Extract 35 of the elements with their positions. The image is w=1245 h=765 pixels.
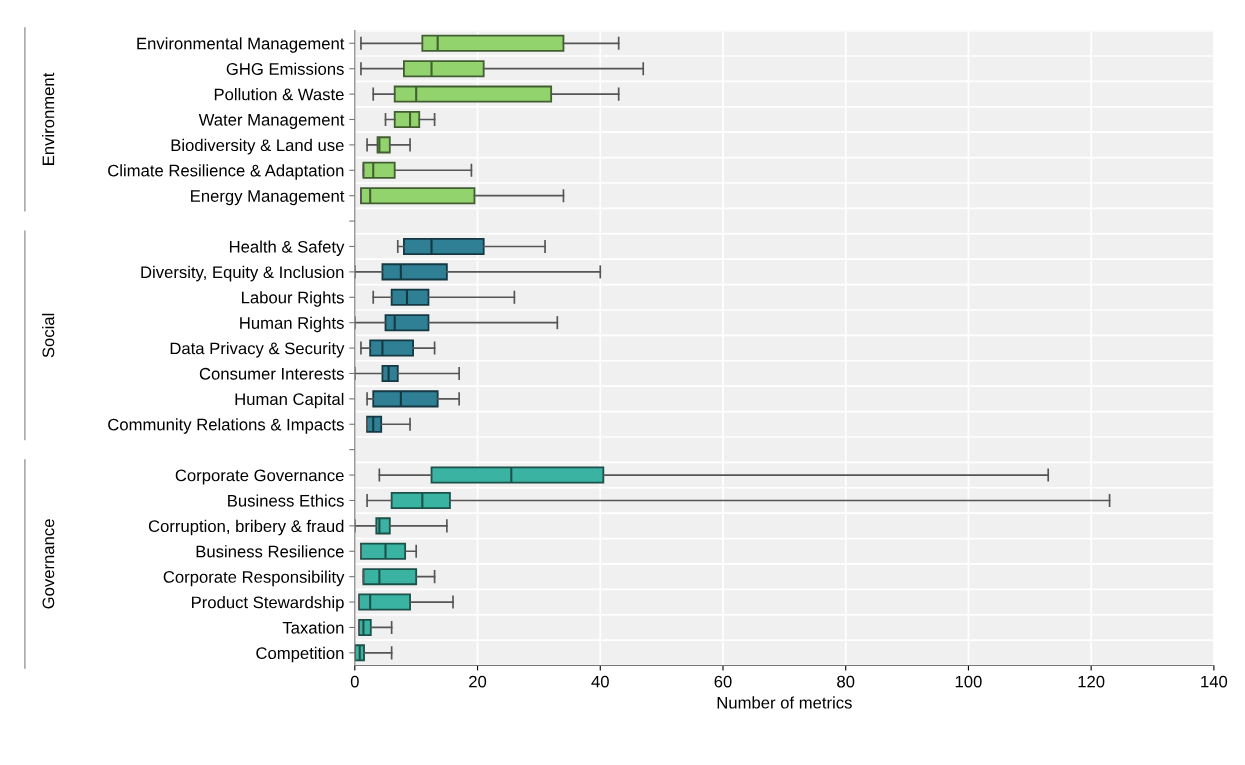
x-tick-label: 40 [591, 675, 609, 688]
y-tick-label: Business Resilience [196, 545, 344, 558]
x-tick-label: 60 [714, 675, 732, 688]
y-tick-label: Climate Resilience & Adaptation [108, 164, 344, 180]
text: Governance [42, 519, 55, 609]
y-tick-label: Water Management [198, 114, 345, 129]
y-tick-label: Corporate Responsibility [163, 570, 345, 587]
y-tick-label: Biodiversity & Land use [171, 138, 344, 155]
y-tick-label: GHG Emissions [226, 62, 344, 75]
y-tick-label: Corporate Governance [175, 469, 344, 485]
x-tick-label: 0 [350, 675, 359, 688]
x-axis-title: Number of metrics [717, 696, 852, 709]
x-tick-label: 20 [469, 675, 487, 688]
y-tick-label: Health & Safety [229, 240, 345, 256]
text: Environment [42, 72, 55, 165]
y-tick-label: Consumer Interests [199, 367, 344, 380]
y-tick-label: Human Capital [235, 392, 344, 409]
y-tick-label: Human Rights [240, 316, 344, 333]
y-tick-label: Competition [256, 646, 344, 663]
y-tick-label: Energy Management [191, 190, 345, 206]
y-tick-label: Labour Rights [242, 291, 344, 307]
x-tick-label: 80 [837, 675, 855, 688]
y-tick-label: Environmental Management [137, 37, 345, 53]
x-tick-label: 100 [955, 675, 982, 688]
text: Social [42, 313, 55, 358]
y-tick-label: Data Privacy & Security [170, 342, 345, 358]
y-tick-label: Corruption, bribery & fraud [148, 519, 344, 536]
x-tick-label: 140 [1201, 675, 1228, 688]
y-tick-label: Product Stewardship [192, 596, 344, 612]
y-tick-label: Pollution & Waste [214, 88, 344, 101]
y-tick-label: Taxation [282, 621, 344, 634]
y-tick-label: Business Ethics [228, 494, 344, 507]
y-tick-label: Diversity, Equity & Inclusion [141, 265, 344, 282]
x-tick-label: 120 [1078, 675, 1105, 688]
y-tick-label: Community Relations & Impacts [108, 418, 344, 434]
